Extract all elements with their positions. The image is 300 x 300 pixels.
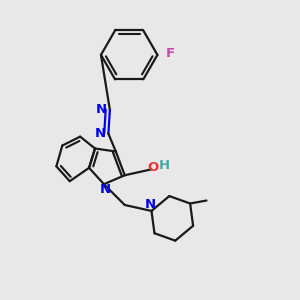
Text: N: N — [94, 127, 106, 140]
Text: H: H — [158, 159, 169, 172]
Text: N: N — [100, 183, 111, 196]
Text: F: F — [166, 47, 176, 60]
Text: O: O — [147, 161, 159, 174]
Text: N: N — [96, 103, 107, 116]
Text: N: N — [144, 198, 156, 211]
